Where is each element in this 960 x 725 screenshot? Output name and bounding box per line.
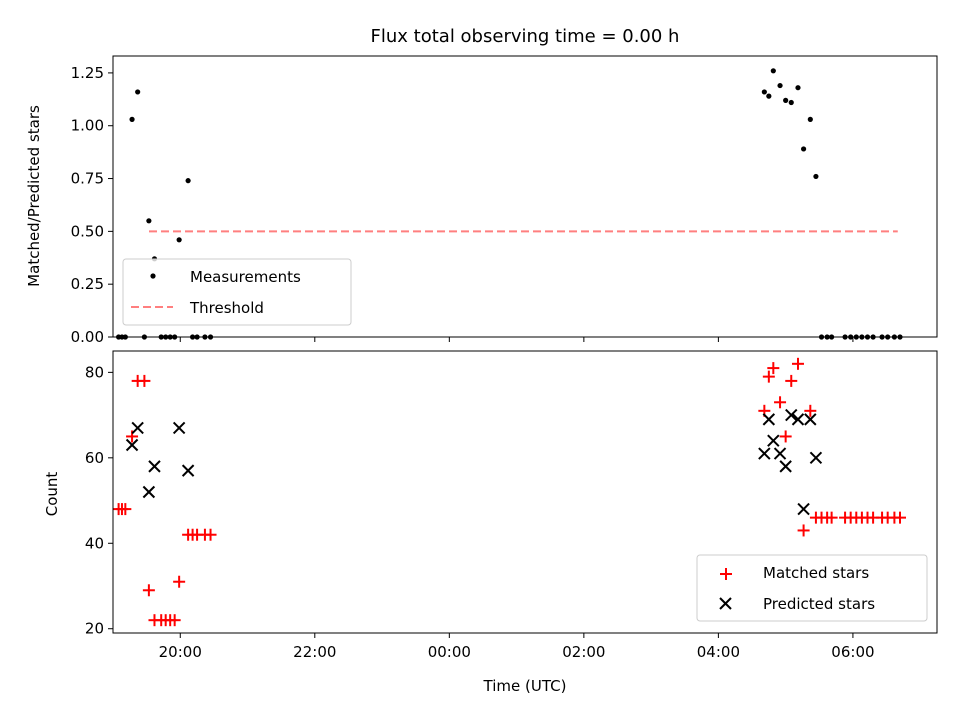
measurement-point xyxy=(788,99,794,106)
x-tick-label: 22:00 xyxy=(293,643,336,661)
predicted-star-point xyxy=(779,460,792,473)
matched-star-point xyxy=(785,374,798,387)
predicted-star-point xyxy=(172,421,186,435)
matched-star-point xyxy=(825,511,838,524)
y-tick-label: 0.50 xyxy=(71,222,104,240)
matched-star-point xyxy=(119,503,132,516)
legend-threshold-label: Threshold xyxy=(189,299,264,317)
legend-predicted-label: Predicted stars xyxy=(763,595,875,613)
matched-star-point xyxy=(791,357,804,370)
x-tick-label: 04:00 xyxy=(697,643,740,661)
top-y-axis-label: Matched/Predicted stars xyxy=(25,105,43,287)
x-tick-label: 20:00 xyxy=(159,643,202,661)
bottom-plot-frame xyxy=(112,350,938,634)
predicted-star-point xyxy=(791,413,805,426)
predicted-star-point xyxy=(125,438,139,452)
y-tick-label: 20 xyxy=(85,620,104,638)
bottom-legend-box xyxy=(696,554,928,622)
matched-star-point xyxy=(168,614,181,627)
measurement-point xyxy=(800,146,807,152)
measurement-point xyxy=(770,68,776,74)
matched-star-point xyxy=(804,404,817,417)
top-legend: Measurements Threshold xyxy=(122,258,352,326)
measurement-point xyxy=(146,218,152,224)
matched-star-point xyxy=(762,370,775,383)
predicted-star-point xyxy=(773,447,787,460)
legend-matched-marker xyxy=(720,568,732,580)
bottom-legend: Matched stars Predicted stars xyxy=(696,554,928,622)
measurement-point xyxy=(129,116,135,122)
x-tick-label: 02:00 xyxy=(562,643,605,661)
count-panel: Count Time (UTC) 20:00 22:00 00:00 02:00 04:… xyxy=(43,350,938,695)
measurement-point xyxy=(783,97,789,103)
y-tick-label: 60 xyxy=(85,449,104,467)
predicted-star-point xyxy=(181,464,195,477)
matched-star-point xyxy=(894,511,907,524)
predicted-star-point xyxy=(785,408,798,422)
measurement-point xyxy=(176,237,182,243)
measurement-point xyxy=(777,82,783,89)
predicted-star-point xyxy=(142,485,156,499)
matched-star-point xyxy=(138,374,151,387)
top-legend-box xyxy=(122,258,352,326)
matched-star-point xyxy=(797,524,810,537)
predicted-star-point xyxy=(148,460,161,473)
measurement-point xyxy=(795,85,801,91)
predicted-star-point xyxy=(131,421,144,435)
y-tick-label: 1.00 xyxy=(71,117,104,135)
measurement-point xyxy=(135,89,141,95)
matched-star-point xyxy=(173,575,186,588)
matched-star-point xyxy=(204,528,217,541)
predicted-star-point xyxy=(809,451,823,465)
legend-measurements-marker xyxy=(150,273,156,279)
x-tick-label: 00:00 xyxy=(428,643,471,661)
predicted-star-point xyxy=(758,447,771,460)
top-plot-frame xyxy=(112,55,938,338)
measurement-point xyxy=(761,89,767,95)
legend-predicted-marker xyxy=(719,597,732,610)
y-tick-label: 1.25 xyxy=(71,64,104,82)
bottom-y-axis-label: Count xyxy=(43,472,61,517)
matched-star-point xyxy=(779,430,792,443)
y-tick-label: 40 xyxy=(85,534,104,552)
y-tick-label: 0.75 xyxy=(71,170,104,188)
x-tick-label: 06:00 xyxy=(831,643,874,661)
y-tick-label: 0.00 xyxy=(71,328,104,346)
legend-measurements-label: Measurements xyxy=(190,268,301,286)
measurement-point xyxy=(185,178,191,184)
matched-star-point xyxy=(142,584,155,597)
matched-star-point xyxy=(774,396,787,409)
predicted-star-point xyxy=(762,413,776,426)
measurement-point xyxy=(813,173,819,180)
measurement-point xyxy=(766,93,772,99)
ratio-panel: Flux total observing time = 0.00 h Match… xyxy=(25,26,938,346)
x-axis-label: Time (UTC) xyxy=(483,677,567,695)
chart-title: Flux total observing time = 0.00 h xyxy=(371,26,680,47)
legend-matched-label: Matched stars xyxy=(763,564,869,582)
predicted-star-point xyxy=(797,502,810,516)
matched-star-point xyxy=(767,362,780,375)
y-tick-label: 0.25 xyxy=(71,275,104,293)
predicted-star-point xyxy=(767,434,780,447)
predicted-star-point xyxy=(804,413,817,426)
measurement-point xyxy=(807,116,813,122)
y-tick-label: 80 xyxy=(85,363,104,381)
